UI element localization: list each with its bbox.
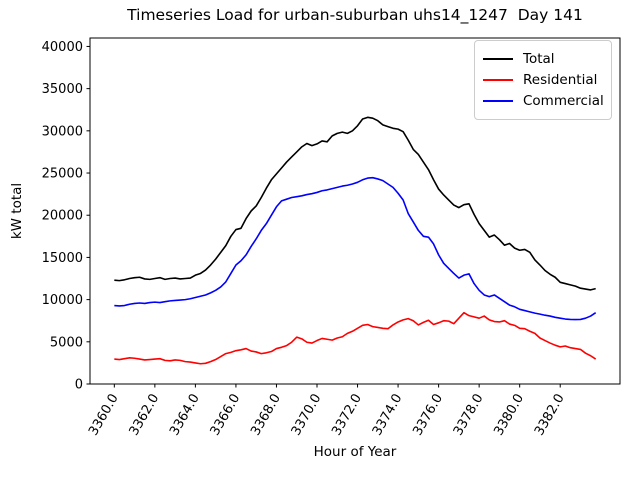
y-tick-label: 40000 — [42, 40, 83, 55]
y-tick-label: 20000 — [42, 209, 83, 224]
x-tick-label: 3370.0 — [289, 392, 325, 439]
legend-label-total: Total — [523, 51, 555, 67]
legend: Total Residential Commercial — [474, 40, 612, 120]
series-line-commercial — [114, 176, 597, 321]
legend-entry-residential: Residential — [483, 70, 603, 90]
legend-entry-total: Total — [483, 49, 603, 69]
x-tick-label: 3372.0 — [329, 392, 365, 439]
x-tick-label: 3376.0 — [410, 392, 446, 439]
x-tick-label: 3378.0 — [451, 392, 487, 439]
x-axis-label: Hour of Year — [313, 444, 397, 460]
y-tick-label: 25000 — [42, 167, 83, 182]
x-tick-label: 3364.0 — [167, 392, 203, 439]
x-tick-label: 3362.0 — [127, 392, 163, 439]
y-axis-label: kW total — [9, 182, 25, 240]
series-line-total — [114, 116, 596, 291]
x-tick-label: 3360.0 — [86, 392, 122, 439]
legend-line-sample-commercial — [483, 100, 513, 102]
legend-line-sample-residential — [483, 79, 513, 81]
x-tick-label: 3368.0 — [248, 392, 284, 439]
series-line-residential — [114, 311, 597, 365]
legend-label-residential: Residential — [523, 72, 598, 88]
legend-entry-commercial: Commercial — [483, 91, 604, 111]
legend-label-commercial: Commercial — [523, 93, 604, 109]
axes-spines — [89, 37, 621, 385]
x-tick-label: 3374.0 — [370, 392, 406, 439]
y-tick-label: 30000 — [42, 124, 83, 139]
y-tick-label: 0 — [75, 378, 83, 393]
y-tick-label: 15000 — [42, 251, 83, 266]
x-tick-label: 3380.0 — [491, 392, 527, 439]
y-tick-label: 35000 — [42, 82, 83, 97]
x-tick-label: 3382.0 — [532, 392, 568, 439]
chart-title: Timeseries Load for urban-suburban uhs14… — [127, 6, 583, 24]
y-tick-label: 5000 — [50, 335, 83, 350]
legend-line-sample-total — [483, 58, 513, 60]
x-tick-label: 3366.0 — [208, 392, 244, 439]
y-tick-label: 10000 — [42, 293, 83, 308]
